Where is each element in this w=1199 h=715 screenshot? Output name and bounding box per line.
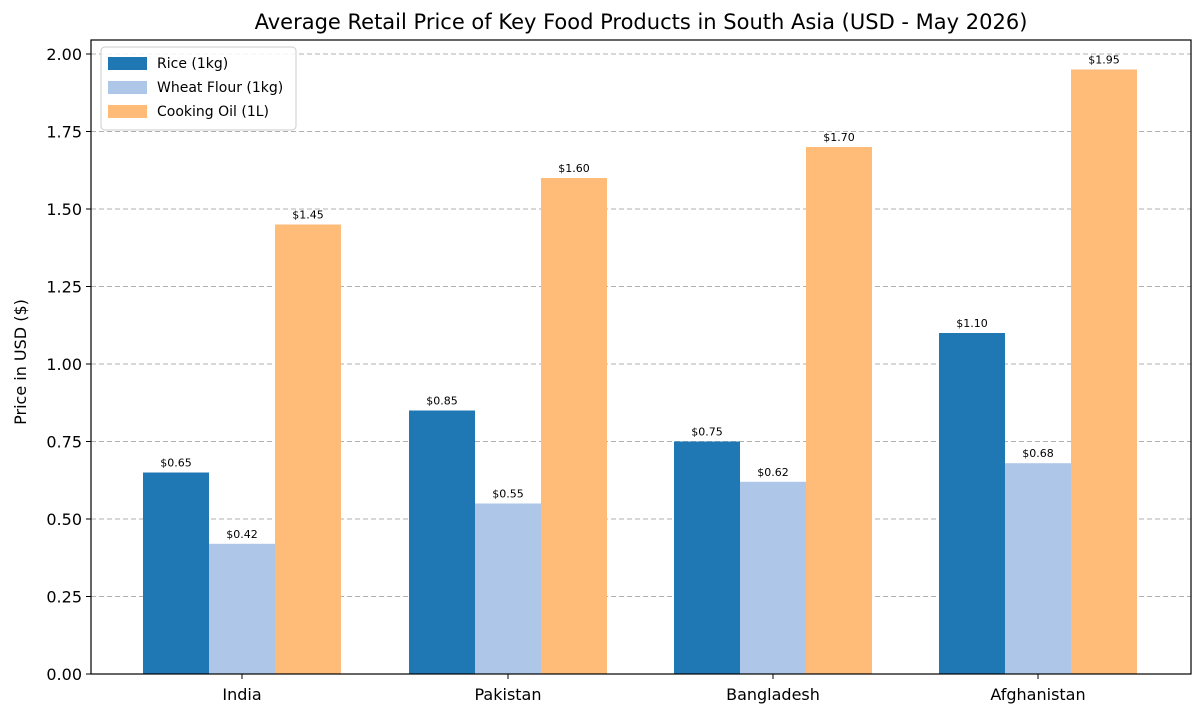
y-tick-label: 0.50 xyxy=(46,510,82,529)
x-tick-label: Afghanistan xyxy=(990,685,1085,704)
data-label: $0.75 xyxy=(691,426,723,439)
data-labels: $0.65 $0.42 $1.45 $0.85 $0.55 $1.60 $0.75 $0.62… xyxy=(160,54,1120,541)
y-axis-label: Price in USD ($) xyxy=(11,299,30,425)
data-label: $0.55 xyxy=(492,488,524,501)
x-tick-label: Bangladesh xyxy=(726,685,820,704)
y-tick-label: 1.00 xyxy=(46,355,82,374)
legend-label: Cooking Oil (1L) xyxy=(157,104,269,120)
y-tick-label: 2.00 xyxy=(46,45,82,64)
data-label: $1.10 xyxy=(956,317,988,330)
y-tick-label: 1.25 xyxy=(46,278,82,297)
x-axis: India Pakistan Bangladesh Afghanistan xyxy=(222,674,1086,704)
data-label: $0.85 xyxy=(426,395,458,408)
bar-india-series-0 xyxy=(143,472,209,674)
y-axis: 0.00 0.25 0.50 0.75 1.00 1.25 1.50 1.75 2.00 xyxy=(46,45,91,684)
data-label: $0.42 xyxy=(226,528,258,541)
x-tick-label: India xyxy=(222,685,261,704)
y-tick-label: 1.50 xyxy=(46,200,82,219)
x-tick-label: Pakistan xyxy=(475,685,542,704)
bar-bangladesh-series-2 xyxy=(806,147,872,674)
bar-india-series-2 xyxy=(275,224,341,674)
bar-pakistan-series-0 xyxy=(409,410,475,674)
bar-bangladesh-series-0 xyxy=(674,441,740,674)
legend-swatch xyxy=(108,57,147,70)
bar-pakistan-series-2 xyxy=(541,178,607,674)
y-tick-label: 0.25 xyxy=(46,588,82,607)
y-tick-label: 0.75 xyxy=(46,433,82,452)
legend-swatch xyxy=(108,81,147,94)
legend-label: Wheat Flour (1kg) xyxy=(157,80,283,96)
bars xyxy=(143,69,1137,674)
bar-afghanistan-series-1 xyxy=(1005,463,1071,674)
y-tick-label: 0.00 xyxy=(46,665,82,684)
data-label: $1.60 xyxy=(558,162,590,175)
bar-india-series-1 xyxy=(209,543,275,674)
bar-afghanistan-series-0 xyxy=(939,333,1005,674)
legend-label: Rice (1kg) xyxy=(157,56,228,72)
bar-afghanistan-series-2 xyxy=(1071,69,1137,674)
plot-area-frame xyxy=(90,39,1192,675)
data-label: $1.45 xyxy=(292,209,324,222)
legend: Rice (1kg) Wheat Flour (1kg) Cooking Oil (… xyxy=(100,46,297,131)
legend-box xyxy=(100,46,297,131)
data-label: $0.68 xyxy=(1022,447,1054,460)
data-label: $1.70 xyxy=(823,131,855,144)
bar-bangladesh-series-1 xyxy=(740,481,806,674)
bar-pakistan-series-1 xyxy=(475,503,541,674)
chart-title: Average Retail Price of Key Food Product… xyxy=(255,10,1028,34)
legend-swatch xyxy=(108,105,147,118)
data-label: $0.65 xyxy=(160,457,192,470)
data-label: $0.62 xyxy=(757,466,789,479)
y-tick-label: 1.75 xyxy=(46,123,82,142)
data-label: $1.95 xyxy=(1088,54,1120,67)
